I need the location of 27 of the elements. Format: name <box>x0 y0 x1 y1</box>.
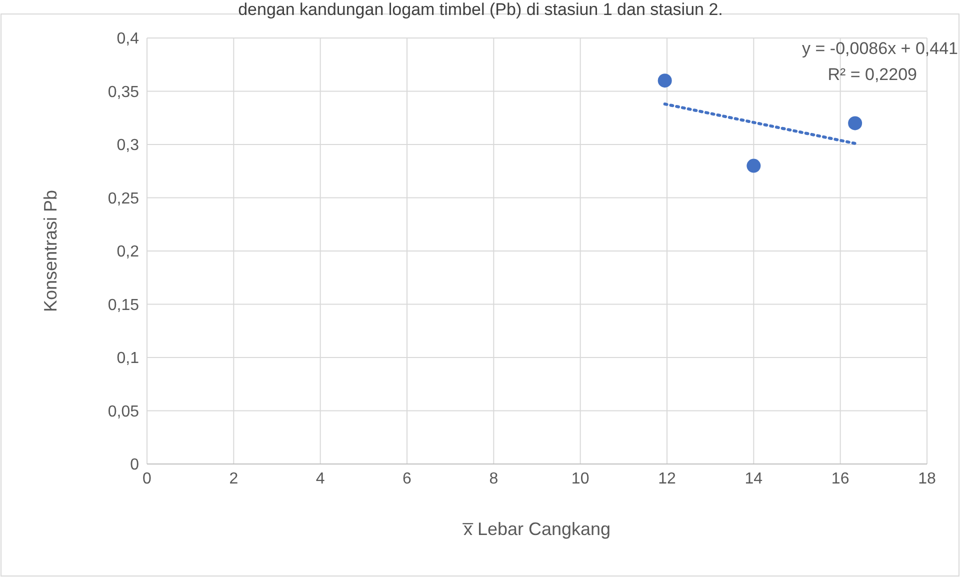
x-axis-title: x̅ Lebar Cangkang <box>462 518 611 539</box>
point <box>848 116 862 130</box>
chart-title: dengan kandungan logam timbel (Pb) di stasiun 1 dan stasiun 2. <box>237 0 724 20</box>
point <box>658 74 672 88</box>
x-tick-label: 6 <box>402 470 412 488</box>
x-tick-label: 0 <box>142 470 152 488</box>
x-tick-label: 12 <box>658 470 676 488</box>
y-tick-label: 0,1 <box>116 350 140 368</box>
y-tick-label: 0,35 <box>108 84 140 101</box>
x-tick-label: 14 <box>744 470 763 488</box>
x-tick-label: 4 <box>316 470 325 488</box>
y-tick-label: 0,25 <box>108 190 140 208</box>
x-tick-label: 10 <box>571 470 590 488</box>
y-tick-label: 0 <box>130 456 140 474</box>
y-axis-title: Konsentrasi Pb <box>40 190 60 312</box>
y-tick-label: 0,2 <box>116 244 140 261</box>
x-tick-label: 2 <box>229 470 238 488</box>
y-tick-label: 0,05 <box>108 403 140 420</box>
y-tick-label: 0,3 <box>116 137 140 154</box>
annotation: y = -0,0086x + 0,441 <box>802 39 958 58</box>
x-tick-label: 16 <box>831 470 850 488</box>
y-tick-label: 0,4 <box>116 30 140 48</box>
y-tick-label: 0,15 <box>108 296 140 314</box>
x-tick-label: 18 <box>918 470 936 488</box>
point <box>746 158 761 173</box>
x-tick-label: 8 <box>489 470 498 488</box>
annotation: R² = 0,2209 <box>828 65 917 84</box>
